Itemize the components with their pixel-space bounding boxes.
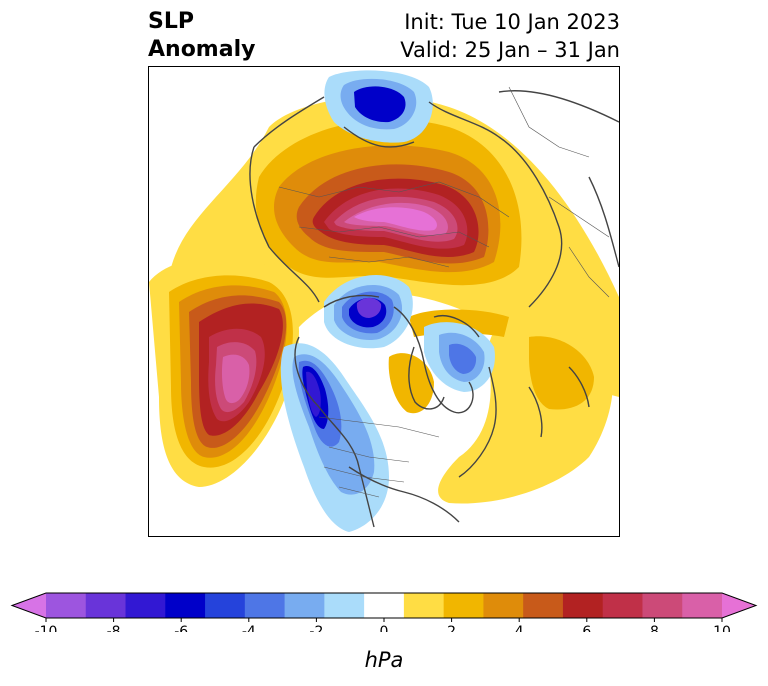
colorbar-cell [364, 593, 405, 618]
colorbar-cell [523, 593, 564, 618]
greenland-low-contour-3 [449, 343, 477, 374]
colorbar-cell [125, 593, 166, 618]
colorbar-cell [165, 593, 206, 618]
colorbar: -10 -8 -6 -4 -2 0 2 4 6 8 10 [10, 592, 758, 632]
colorbar-cell [403, 593, 445, 618]
title-line-2: Anomaly [148, 37, 256, 62]
title-line-1: SLP [148, 9, 194, 34]
siberia-low-contour-3 [354, 86, 406, 123]
colorbar-tick-label: 10 [713, 624, 731, 632]
colorbar-cell [324, 593, 365, 618]
colorbar-extend-min [12, 593, 46, 618]
baffin-contour [388, 353, 434, 414]
colorbar-tick-label: 0 [380, 624, 389, 632]
colorbar-cell [46, 593, 87, 618]
colorbar-cell [443, 593, 484, 618]
map-title: SLP Anomaly [148, 8, 255, 64]
positive-anomaly-atlantic [388, 309, 613, 504]
colorbar-tick-label: -4 [242, 624, 256, 632]
colorbar-tick-label: 4 [515, 624, 524, 632]
colorbar-cell [602, 593, 643, 618]
anomaly-map [149, 70, 619, 532]
colorbar-tick-label: -8 [107, 624, 121, 632]
colorbar-cell [682, 593, 723, 618]
pacific-contour-9 [221, 354, 250, 404]
colorbar-cell [85, 593, 127, 618]
colorbar-ticks: -10 -8 -6 -4 -2 0 2 4 6 8 10 [35, 618, 731, 632]
colorbar-tick-label: -2 [309, 624, 323, 632]
colorbar-cells [10, 592, 758, 619]
valid-period: Init: Tue 10 Jan 2023 Valid: 25 Jan – 31… [400, 8, 620, 64]
coastlines [249, 90, 619, 528]
map-panel [148, 66, 620, 537]
colorbar-unit: hPa [364, 648, 404, 672]
colorbar-tick-label: 6 [582, 624, 591, 632]
contour-10 [354, 207, 437, 231]
valid-range: Valid: 25 Jan – 31 Jan [400, 38, 620, 62]
init-date: Init: Tue 10 Jan 2023 [404, 10, 620, 34]
colorbar-cell [642, 593, 683, 618]
colorbar-cell [284, 593, 325, 618]
colorbar-cell [205, 593, 246, 618]
colorbar-tick-label: -10 [35, 624, 58, 632]
colorbar-tick-label: -6 [174, 624, 188, 632]
colorbar-cell [562, 593, 604, 618]
colorbar-cell [483, 593, 524, 618]
polar-low-contour-5 [356, 297, 382, 318]
colorbar-extend-max [722, 593, 756, 618]
colorbar-cell [244, 593, 286, 618]
positive-anomaly-pacific [149, 257, 299, 487]
atlantic-contour-3 [529, 336, 594, 410]
colorbar-tick-label: 2 [447, 624, 456, 632]
colorbar-tick-label: 8 [650, 624, 659, 632]
borders [278, 86, 610, 498]
